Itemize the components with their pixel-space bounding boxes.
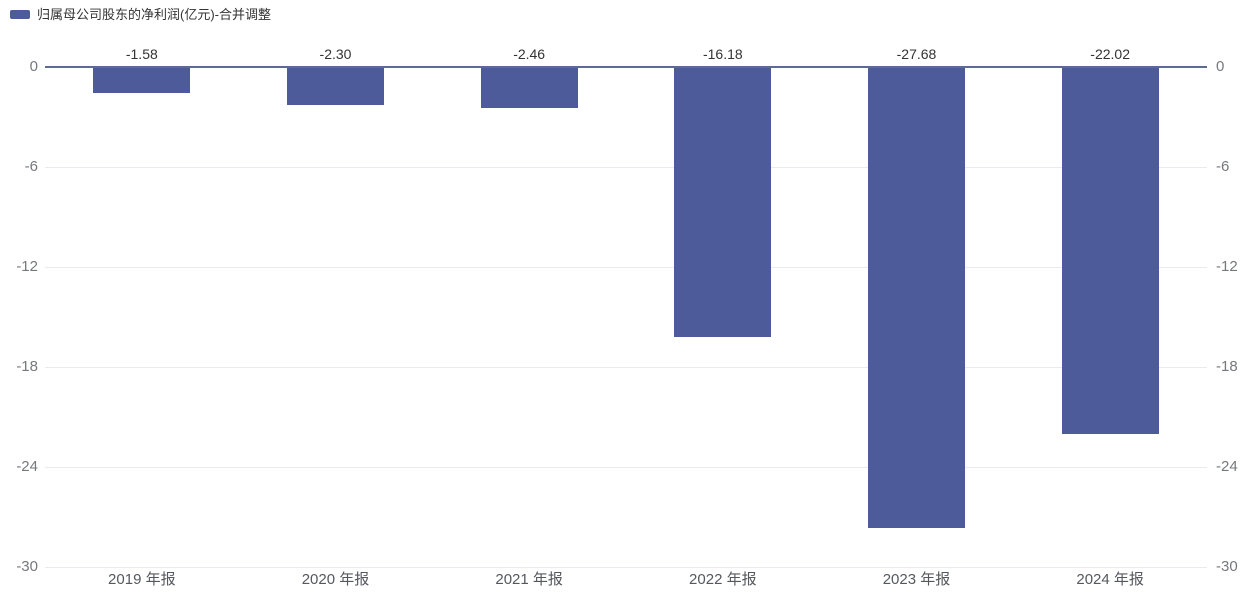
y-axis-tick-right: -12 [1216,258,1238,275]
gridline [45,367,1207,368]
x-axis-label: 2023 年报 [882,571,951,588]
legend-swatch-icon [10,10,30,19]
gridline [45,567,1207,568]
y-axis-tick-right: -30 [1216,558,1238,575]
bar-2024[interactable] [1061,68,1159,434]
zero-axis-line [45,66,1207,68]
bar-value-label: -16.18 [702,46,743,62]
bar-2022[interactable] [674,68,772,337]
gridline [45,467,1207,468]
bar-value-label: -27.68 [896,46,937,62]
gridline [45,167,1207,168]
x-axis-label: 2019 年报 [108,571,176,588]
x-axis-label: 2024 年报 [1076,571,1144,588]
y-axis-tick-left: 0 [29,58,38,75]
y-axis-tick-left: -24 [16,458,38,475]
y-axis-tick-left: -6 [24,158,38,175]
legend[interactable]: 归属母公司股东的净利润(亿元)-合并调整 [10,7,271,22]
bar-value-label: -22.02 [1090,46,1130,62]
y-axis-tick-left: -30 [16,558,38,575]
legend-label: 归属母公司股东的净利润(亿元)-合并调整 [37,7,271,22]
bar-2019[interactable] [93,68,191,94]
y-axis-tick-left: -18 [16,358,38,375]
bar-2021[interactable] [480,68,578,108]
gridline [45,267,1207,268]
bar-2023[interactable] [868,68,965,529]
y-axis-tick-right: -24 [1216,458,1238,475]
x-axis-label: 2020 年报 [301,571,370,588]
y-axis-tick-right: 0 [1216,58,1225,75]
bar-value-label: -2.30 [319,46,352,62]
y-axis-tick-left: -12 [16,258,38,275]
x-axis-label: 2022 年报 [689,571,757,588]
bar-value-label: -1.58 [125,46,158,62]
bar-value-label: -2.46 [513,46,546,62]
y-axis-tick-right: -6 [1216,158,1230,175]
y-axis-tick-right: -18 [1216,358,1238,375]
x-axis-label: 2021 年报 [495,571,563,588]
bar-2020[interactable] [287,68,384,106]
